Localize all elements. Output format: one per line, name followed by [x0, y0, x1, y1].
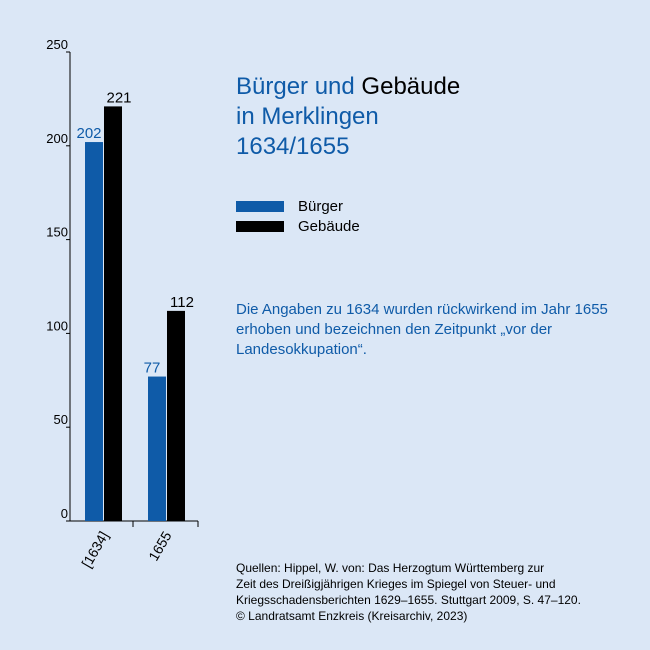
bar-gebaeude [104, 106, 122, 522]
data-label: 221 [106, 89, 131, 106]
chart-note: Die Angaben zu 1634 wurden rückwirkend i… [236, 301, 608, 358]
sources-line: Kriegsschadensberichten 1629–1655. Stutt… [236, 593, 581, 607]
sources-line: Zeit des Dreißigjährigen Krieges im Spie… [236, 577, 556, 591]
data-label: 77 [144, 360, 161, 377]
legend-label-buerger: Bürger [298, 197, 344, 215]
y-tick-label: 150 [46, 225, 68, 240]
sources-line: © Landratsamt Enzkreis (Kreisarchiv, 202… [236, 609, 468, 623]
sources-line: Quellen: Hippel, W. von: Das Herzogtum W… [236, 561, 545, 575]
y-tick-label: 250 [46, 37, 68, 52]
title-line2: in Merklingen [236, 103, 379, 130]
legend-item-buerger: Bürger [236, 196, 360, 216]
y-tick-label: 100 [46, 318, 68, 333]
legend-swatch-buerger [236, 200, 284, 212]
title-line1-blue: Bürger und [236, 73, 362, 100]
data-label: 202 [76, 125, 101, 142]
y-tick-label: 0 [61, 506, 68, 521]
legend-swatch-gebaeude [236, 220, 284, 232]
y-tick-label: 200 [46, 131, 68, 146]
title-line1-black: Gebäude [361, 73, 461, 100]
bar-buerger [85, 142, 103, 521]
x-category-label: [1634] [78, 529, 111, 571]
bar-gebaeude [167, 310, 185, 521]
legend-item-gebaeude: Gebäude [236, 216, 360, 236]
sources: Quellen: Hippel, W. von: Das Herzogtum W… [236, 560, 646, 624]
legend-label-gebaeude: Gebäude [298, 217, 360, 235]
data-label: 112 [170, 294, 194, 311]
bar-buerger [148, 376, 166, 521]
legend: Bürger Gebäude [236, 196, 360, 236]
chart-title: Bürger und Gebäude in Merklingen 1634/16… [236, 72, 460, 162]
x-category-label: 1655 [145, 528, 175, 563]
y-tick-label: 50 [54, 412, 68, 427]
title-line3: 1634/1655 [236, 133, 350, 160]
